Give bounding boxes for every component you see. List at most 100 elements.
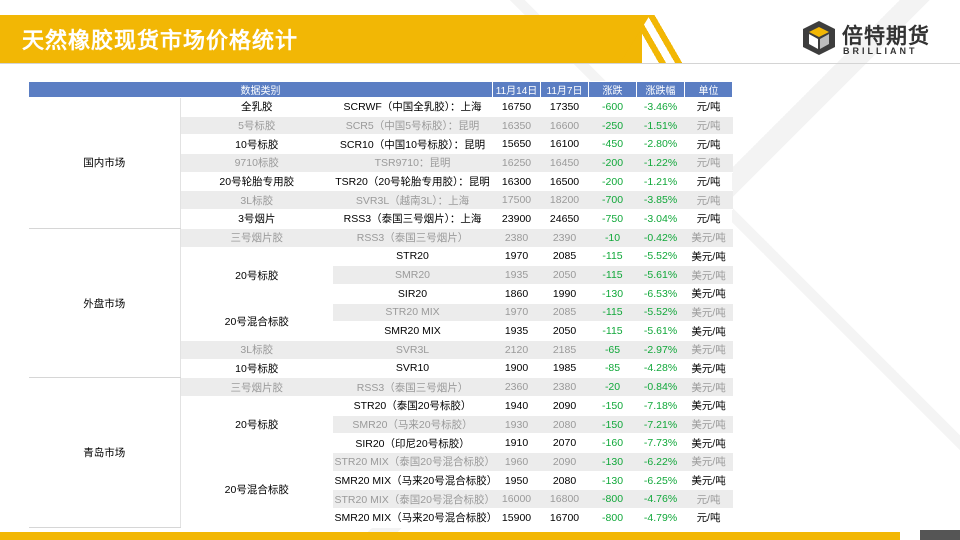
table-row: 青岛市场 三号烟片胶 RSS3（泰国三号烟片） 2360 2380 -20 -0.84% 美元… (28, 377, 733, 528)
change-cell: -800 (588, 489, 637, 510)
table-row: SIR20 1860 1990 -130 -6.53% 美元/吨 (29, 284, 733, 304)
change-cell: -115 (588, 265, 637, 285)
change-pct-cell: -5.52% (636, 303, 685, 323)
product-name-cell: SCR5（中国5号标胶）：昆明 (332, 116, 493, 136)
price-previous-cell: 16100 (540, 134, 589, 155)
price-table: 数据类别 11月14日 11月7日 涨跌 涨跌幅 单位 国内市场 全乳胶 SCRWF… (27, 81, 734, 528)
product-name-cell: SVR3L (332, 340, 493, 360)
unit-cell: 美元/吨 (684, 396, 733, 416)
price-previous-cell: 2080 (540, 471, 589, 491)
product-name-cell: TSR9710：昆明 (332, 153, 493, 173)
category-cell: 5号标胶 (180, 116, 333, 136)
product-name-cell: RSS3（泰国三号烟片）：上海 (332, 209, 493, 229)
price-current-cell: 1910 (492, 433, 541, 454)
change-pct-cell: -7.21% (636, 415, 685, 435)
change-pct-cell: -7.18% (636, 396, 685, 416)
unit-cell: 元/吨 (684, 190, 733, 211)
table-row: SMR20 MIX（马来20号混合标胶） 15900 16700 -800 -4.79%… (29, 508, 733, 528)
change-cell: -115 (588, 321, 637, 341)
product-name-cell: STR20 MIX (332, 303, 493, 323)
price-previous-cell: 2050 (540, 265, 589, 285)
table-header-row: 数据类别 11月14日 11月7日 涨跌 涨跌幅 单位 (27, 81, 734, 98)
table-body: 国内市场 全乳胶 SCRWF（中国全乳胶）：上海 16750 17350 -600 -3.4… (28, 97, 733, 528)
change-cell: -750 (588, 209, 637, 229)
price-current-cell: 23900 (492, 209, 541, 229)
unit-cell: 美元/吨 (684, 359, 733, 379)
change-pct-cell: -0.84% (636, 377, 685, 397)
price-current-cell: 1930 (492, 415, 541, 435)
table-row: 20号标胶 STR20（泰国20号标胶） 1940 2090 -150 -7.18% 美元/… (29, 396, 733, 454)
bottom-accent-bar (0, 532, 900, 540)
price-table-container: 数据类别 11月14日 11月7日 涨跌 涨跌幅 单位 国内市场 全乳胶 SCRWF… (27, 81, 734, 528)
change-cell: -160 (588, 433, 637, 454)
title-bar-stripes (632, 15, 694, 63)
logo-chinese-text: 倍特期货 (842, 24, 930, 48)
table-row: 20号轮胎专用胶 TSR20（20号轮胎专用胶）：昆明 16300 16500 -200… (29, 172, 733, 192)
market-cell: 国内市场 (28, 97, 181, 229)
price-previous-cell: 2390 (540, 228, 589, 248)
brand-logo: 倍特期货 BRILLIANT (800, 18, 940, 58)
price-previous-cell: 16450 (540, 153, 589, 173)
price-previous-cell: 2085 (540, 247, 589, 267)
change-pct-cell: -1.51% (636, 116, 685, 136)
table-row: 9710标胶 TSR9710：昆明 16250 16450 -200 -1.22% 元/吨 (29, 153, 733, 173)
price-current-cell: 1970 (492, 247, 541, 267)
change-cell: -800 (588, 508, 637, 528)
product-name-cell: SVR10 (332, 359, 493, 379)
header-category: 数据类别 (27, 81, 494, 98)
price-current-cell: 1860 (492, 284, 541, 304)
table-row: SIR20（印尼20号标胶） 1910 2070 -160 -7.73% 美元/吨 (29, 433, 733, 454)
product-name-cell: SMR20 MIX（马来20号混合标胶） (332, 508, 493, 528)
change-cell: -150 (588, 415, 637, 435)
change-pct-cell: -4.79% (636, 508, 685, 528)
product-name-cell: SIR20（印尼20号标胶） (332, 433, 493, 454)
unit-cell: 美元/吨 (684, 303, 733, 323)
table-row: SMR20 MIX（马来20号混合标胶） 1950 2080 -130 -6.25% 美元… (29, 471, 733, 491)
table-row: 5号标胶 SCR5（中国5号标胶）：昆明 16350 16600 -250 -1.51% 元… (29, 116, 733, 136)
change-cell: -700 (588, 190, 637, 211)
unit-cell: 元/吨 (684, 209, 733, 229)
change-pct-cell: -5.61% (636, 265, 685, 285)
price-current-cell: 2120 (492, 340, 541, 360)
category-cell: 20号标胶 (180, 396, 333, 454)
product-name-cell: SVR3L（越南3L）：上海 (332, 190, 493, 211)
table-row: 20号混合标胶 STR20 MIX（泰国20号混合标胶） 1960 2090 -130-… (29, 452, 733, 528)
cube-logo-icon (803, 21, 835, 55)
header-unit: 单位 (684, 81, 734, 98)
product-name-cell: SCR10（中国10号标胶）：昆明 (332, 134, 493, 155)
change-pct-cell: -7.73% (636, 433, 685, 454)
change-cell: -250 (588, 116, 637, 136)
change-pct-cell: -0.42% (636, 228, 685, 248)
price-current-cell: 2380 (492, 228, 541, 248)
change-pct-cell: -1.22% (636, 153, 685, 173)
table-row: STR20 MIX（泰国20号混合标胶） 16000 16800 -800 -4.76%… (29, 489, 733, 510)
category-cell: 3号烟片 (180, 209, 333, 229)
table-row: 3L标胶 SVR3L（越南3L）：上海 17500 18200 -700 -3.85% 元/… (29, 190, 733, 211)
unit-cell: 美元/吨 (684, 265, 733, 285)
price-current-cell: 1970 (492, 303, 541, 323)
header-date-current: 11月14日 (492, 81, 542, 98)
price-previous-cell: 16700 (540, 508, 589, 528)
change-cell: -150 (588, 396, 637, 416)
change-pct-cell: -6.53% (636, 284, 685, 304)
change-cell: -600 (588, 97, 637, 117)
unit-cell: 美元/吨 (684, 284, 733, 304)
price-previous-cell: 2090 (540, 452, 589, 472)
product-name-cell: STR20 MIX（泰国20号混合标胶） (332, 489, 493, 510)
category-cell: 10号标胶 (180, 359, 333, 379)
table-row: SMR20 1935 2050 -115 -5.61% 美元/吨 (29, 265, 733, 285)
change-pct-cell: -4.76% (636, 489, 685, 510)
price-current-cell: 1950 (492, 471, 541, 491)
price-current-cell: 1900 (492, 359, 541, 379)
category-cell: 三号烟片胶 (180, 377, 333, 397)
table-row: 3号烟片 RSS3（泰国三号烟片）：上海 23900 24650 -750 -3.04% 元… (29, 209, 733, 229)
table-row: 10号标胶 SCR10（中国10号标胶）：昆明 15650 16100 -450 -2.8… (29, 134, 733, 155)
table-row: 3L标胶 SVR3L 2120 2185 -65 -2.97% 美元/吨 (29, 340, 733, 360)
change-cell: -115 (588, 303, 637, 323)
category-cell: 3L标胶 (180, 340, 333, 360)
change-pct-cell: -3.04% (636, 209, 685, 229)
unit-cell: 美元/吨 (684, 228, 733, 248)
category-cell: 3L标胶 (180, 190, 333, 211)
category-cell: 10号标胶 (180, 134, 333, 155)
logo-english-text: BRILLIANT (843, 46, 918, 56)
